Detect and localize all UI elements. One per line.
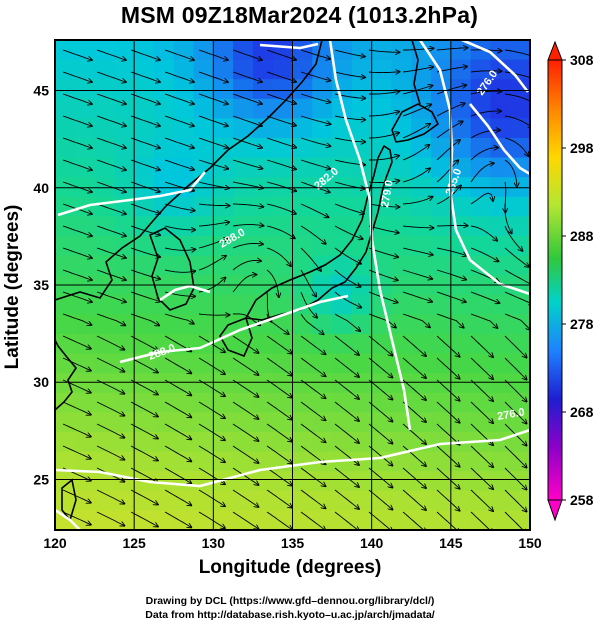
colorbar-tick-label: 298 [570, 140, 594, 156]
x-tick-label: 130 [202, 535, 226, 551]
plot-frame [54, 39, 531, 531]
colorbar-tick-label: 288 [570, 228, 594, 244]
colorbar-tick-label: 278 [570, 316, 594, 332]
credit-drawing: Drawing by DCL (https://www.gfd–dennou.o… [145, 595, 435, 607]
lat-lon-grid [55, 40, 530, 530]
contour-label: 276.0 [496, 406, 525, 423]
contour-label: 279.0 [379, 179, 396, 208]
y-tick-label: 30 [33, 374, 49, 390]
colorbar: 308 298 288 278 268 258 [547, 40, 594, 522]
x-tick-label: 135 [281, 535, 305, 551]
x-tick-label: 145 [439, 535, 463, 551]
y-tick-label: 45 [33, 83, 49, 99]
colorbar-tick-label: 268 [570, 404, 594, 420]
colorbar-tick-label: 308 [570, 52, 594, 68]
y-tick-label: 40 [33, 180, 49, 196]
colorbar-tick-label: 258 [570, 492, 594, 508]
colorbar-bottom-arrow [547, 499, 563, 522]
map-title: MSM 09Z18Mar2024 (1013.2hPa) [120, 2, 479, 28]
y-tick-label: 35 [33, 277, 49, 293]
credit-data: Data from http://database.rish.kyoto–u.a… [145, 609, 435, 621]
coastlines [55, 40, 440, 522]
y-axis-label: Latitude (degrees) [2, 204, 23, 370]
x-tick-label: 120 [43, 535, 67, 551]
temperature-contours [55, 40, 530, 530]
x-tick-label: 150 [518, 535, 542, 551]
y-tick-label: 25 [33, 471, 49, 487]
temperature-field [55, 40, 530, 530]
x-tick-label: 125 [122, 535, 146, 551]
x-axis-label: Longitude (degrees) [198, 557, 382, 578]
axis-ticks: 120 125 130 135 140 145 150 25 30 35 40 45 [33, 83, 541, 551]
colorbar-top-arrow [547, 40, 563, 61]
x-tick-label: 140 [360, 535, 384, 551]
